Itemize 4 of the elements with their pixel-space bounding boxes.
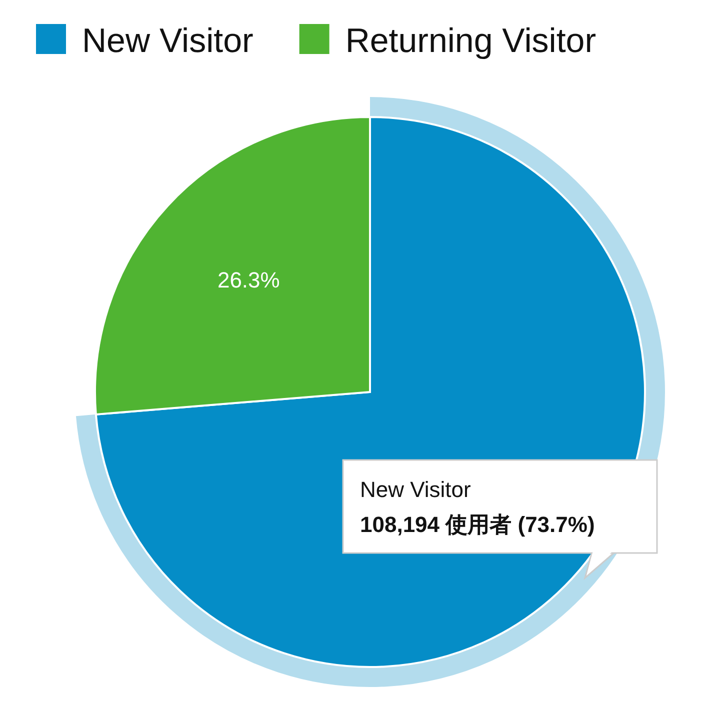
legend-label: New Visitor: [82, 22, 254, 60]
data-label: 26.3%: [217, 268, 280, 293]
legend-label: Returning Visitor: [345, 22, 596, 60]
tooltip: New Visitor 108,194 使用者 (73.7%): [342, 459, 658, 580]
